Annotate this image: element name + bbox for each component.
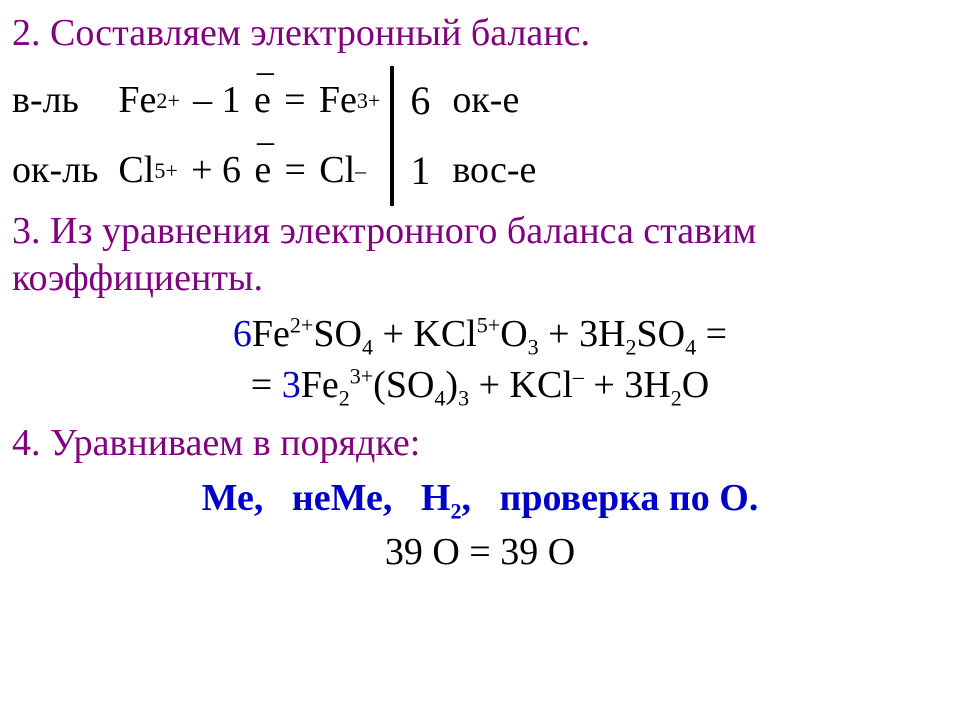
electron-symbol: e [254,147,271,195]
step4-heading: 4. Уравниваем в порядке: [12,420,948,468]
equation-line-1: 6Fe2+SO4 + KCl5+O3 + 3H2SO4 = [12,311,948,359]
role-right-1: ок-е [452,66,536,136]
role-left-2: ок-ль [12,136,98,206]
electron-symbol: e [254,77,271,125]
balance-order: Ме, неМе, Н2, проверка по О. [12,475,948,523]
step2-heading: 2. Составляем электронный баланс. [12,10,948,58]
role-right-2: вос-е [452,136,536,206]
coef-1: 6 [410,66,430,136]
half-reaction-2: Cl5+ + 6 e = Cl– [118,136,380,206]
role-left-1: в-ль [12,66,98,136]
step3-heading: 3. Из уравнения электронного баланса ста… [12,208,948,303]
equation-line-2: = 3Fe23+(SO4)3 + KCl– + 3H2O [12,362,948,410]
electron-balance-block: в-ль ок-ль Fe2+ – 1 e = Fe3+ Cl5+ + 6 e … [12,66,948,206]
oxygen-check: 39 O = 39 O [12,529,948,577]
half-reaction-1: Fe2+ – 1 e = Fe3+ [118,66,380,136]
coef-2: 1 [410,136,430,206]
